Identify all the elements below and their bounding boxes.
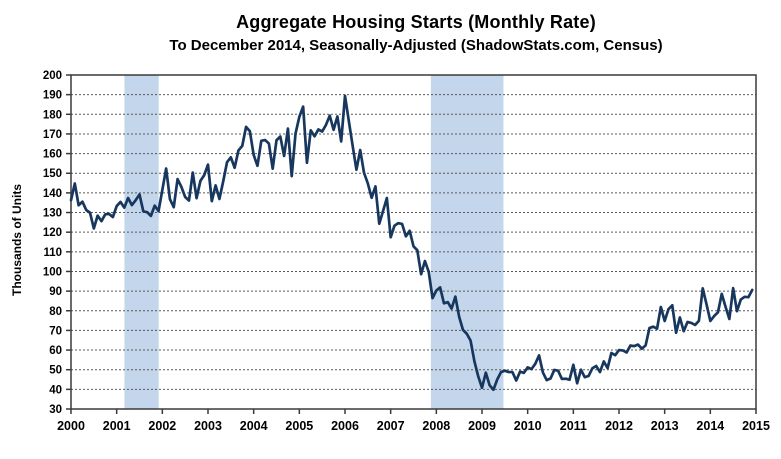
chart-title: Aggregate Housing Starts (Monthly Rate) — [236, 12, 596, 32]
x-tick-label: 2005 — [285, 419, 313, 433]
data-line — [69, 94, 754, 392]
y-tick-label: 140 — [43, 188, 62, 200]
x-tick-label: 2013 — [651, 419, 679, 433]
y-tick-label: 80 — [49, 306, 62, 318]
y-axis-label: Thousands of Units — [10, 184, 24, 296]
y-tick-label: 150 — [43, 168, 62, 180]
x-tick-label: 2009 — [468, 419, 496, 433]
y-tick-label: 130 — [43, 208, 62, 220]
x-tick-label: 2006 — [331, 419, 359, 433]
x-tick-label: 2014 — [696, 419, 724, 433]
y-tick-label: 120 — [43, 227, 62, 239]
y-tick-label: 190 — [43, 90, 62, 102]
plot-frame — [70, 74, 757, 410]
x-tick-label: 2002 — [148, 419, 176, 433]
y-tick-label: 100 — [43, 266, 62, 278]
y-tick-label: 70 — [49, 325, 62, 337]
x-tick-label: 2015 — [742, 419, 770, 433]
y-tick-label: 200 — [43, 70, 62, 82]
y-tick-label: 170 — [43, 129, 62, 141]
y-tick-label: 110 — [43, 247, 62, 259]
y-tick-label: 90 — [49, 286, 62, 298]
x-tick-label: 2010 — [514, 419, 542, 433]
x-tick-label: 2011 — [560, 419, 587, 433]
x-tick-label: 2008 — [422, 419, 450, 433]
y-tick-label: 160 — [43, 149, 62, 161]
y-tick-label: 30 — [49, 404, 62, 416]
x-tick-label: 2007 — [377, 419, 405, 433]
y-tick-label: 180 — [43, 109, 62, 121]
x-tick-label: 2012 — [605, 419, 633, 433]
x-tick-label: 2000 — [57, 419, 85, 433]
y-tick-label: 50 — [49, 365, 62, 377]
x-tick-label: 2001 — [103, 419, 131, 433]
recession-band — [124, 75, 159, 409]
y-tick-label: 40 — [49, 384, 62, 396]
x-tick-label: 2004 — [240, 419, 268, 433]
x-tick-label: 2003 — [194, 419, 222, 433]
recession-band — [430, 75, 504, 409]
y-tick-label: 60 — [49, 345, 62, 357]
chart-subtitle: To December 2014, Seasonally-Adjusted (S… — [169, 37, 663, 54]
